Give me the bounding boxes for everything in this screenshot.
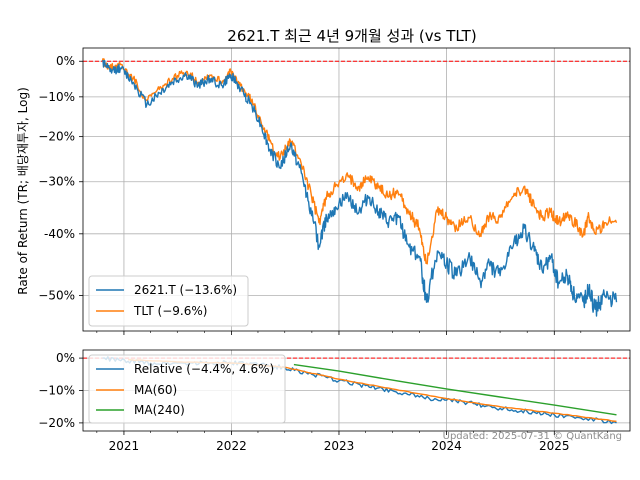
top-y-tick-label-0: 0% [56,54,75,68]
x-tick-label-2021: 2021 [109,439,140,453]
series-line-tlt [101,58,618,265]
x-tick-label-2024: 2024 [431,439,462,453]
bottom-plot-frame [82,349,631,432]
series-line-ma240 [293,363,617,416]
top-y-tick-label-1: −10% [38,90,75,104]
legend-label-relative: Relative (−4.4%, 4.6%) [134,362,274,376]
top-y-tick-label-2: −20% [38,130,75,144]
top-y-tick-label-4: -40% [44,227,75,241]
bottom-plot-ticks: 2021 2022 2023 2024 2025 0% −10% −20% [38,351,608,453]
top-plot-frame [82,47,631,332]
top-legend: 2621.T (−13.6%) TLT (−9.6%) [88,275,249,327]
legend-label-2621: 2621.T (−13.6%) [134,283,237,297]
bottom-y-tick-label-2: −20% [38,416,75,430]
y-axis-label: Rate of Return (TR; 배당재투자, Log) [16,87,30,295]
chart-title: 2621.T 최근 4년 9개월 성과 (vs TLT) [227,27,476,45]
legend-label-tlt: TLT (−9.6%) [133,304,207,318]
top-y-tick-label-5: −50% [38,288,75,302]
top-plot-series [83,58,630,317]
top-legend-box [88,275,249,327]
bottom-y-tick-label-1: −10% [38,384,75,398]
bottom-legend: Relative (−4.4%, 4.6%) MA(60) MA(240) [88,354,286,424]
series-line-2621 [101,59,618,317]
legend-label-ma60: MA(60) [134,383,177,397]
x-tick-label-2023: 2023 [324,439,355,453]
top-plot-grid [83,48,630,331]
bottom-y-tick-label-0: 0% [56,351,75,365]
footer-credit: Updated: 2025-07-31 © QuantKang [443,431,622,442]
bottom-legend-box [88,354,286,424]
top-y-tick-label-3: −30% [38,175,75,189]
x-tick-label-2025: 2025 [539,439,570,453]
legend-label-ma240: MA(240) [134,403,185,417]
top-plot-ticks: 0% −10% −20% −30% -40% −50% [38,54,608,335]
x-tick-label-2022: 2022 [216,439,247,453]
